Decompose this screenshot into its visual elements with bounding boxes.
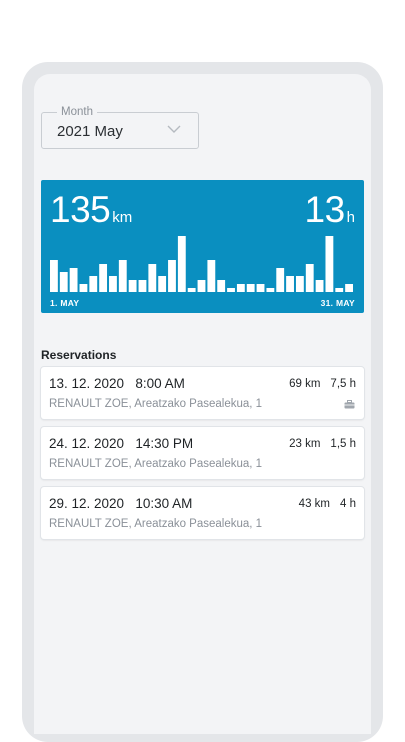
chart-axis-end: 31. MAY	[320, 298, 355, 308]
month-select-label: Month	[57, 106, 97, 119]
total-distance-unit: km	[112, 209, 133, 226]
day-bar-7	[109, 276, 117, 292]
day-bar-1	[50, 260, 58, 292]
day-bar-27	[305, 264, 314, 292]
reservation-card[interactable]: 24. 12. 2020 14:30 PM 23 km 1,5 h RENAULT…	[41, 427, 364, 479]
month-select-value: 2021 May	[57, 123, 123, 140]
day-bar-31	[345, 284, 353, 292]
day-bar-20	[236, 284, 245, 292]
day-bar-21	[246, 284, 255, 292]
day-bar-24	[276, 268, 285, 292]
day-bar-11	[148, 264, 157, 292]
reservation-distance: 43 km	[298, 498, 330, 510]
reservation-stats: 69 km 7,5 h	[289, 378, 356, 390]
reservation-vehicle: RENAULT ZOE, Areatzako Pasealekua, 1	[49, 518, 263, 530]
reservation-date: 24. 12. 2020	[49, 436, 125, 451]
day-bar-17	[207, 260, 216, 292]
total-hours: 13 h	[305, 190, 356, 230]
day-bar-12	[158, 276, 167, 292]
total-hours-unit: h	[346, 209, 355, 226]
day-bar-26	[295, 276, 304, 292]
reservation-time: 8:00 AM	[135, 376, 185, 391]
monthly-summary-card: 135 km 13 h 1. MAY 31. MAY	[41, 180, 364, 313]
briefcase-icon	[344, 400, 355, 409]
reservation-datetime: 24. 12. 2020 14:30 PM	[49, 436, 193, 451]
reservation-distance: 69 km	[289, 378, 321, 390]
reservation-duration: 1,5 h	[330, 438, 356, 450]
reservation-time: 14:30 PM	[135, 436, 194, 451]
day-bar-8	[118, 260, 127, 292]
day-bar-13	[168, 260, 176, 292]
day-bar-6	[99, 264, 108, 292]
reservation-date: 13. 12. 2020	[49, 376, 125, 391]
day-bar-14	[177, 236, 186, 292]
day-bar-30	[335, 288, 344, 292]
day-bar-19	[227, 288, 235, 292]
day-bar-29	[325, 236, 334, 292]
reservation-date: 29. 12. 2020	[49, 496, 125, 511]
reservation-distance: 23 km	[289, 438, 321, 450]
reservation-duration: 7,5 h	[330, 378, 356, 390]
reservation-stats: 23 km 1,5 h	[289, 438, 356, 450]
day-bar-16	[197, 280, 206, 292]
day-bar-23	[266, 288, 275, 292]
month-select[interactable]: Month 2021 May	[41, 106, 199, 149]
day-bar-3	[69, 268, 78, 292]
reservation-datetime: 29. 12. 2020 10:30 AM	[49, 496, 192, 511]
chart-axis-start: 1. MAY	[50, 298, 80, 308]
day-bar-28	[315, 280, 324, 292]
reservation-datetime: 13. 12. 2020 8:00 AM	[49, 376, 185, 391]
reservations-title: Reservations	[41, 348, 117, 362]
day-bar-15	[187, 288, 196, 292]
day-bar-18	[217, 280, 226, 292]
reservation-stats: 43 km 4 h	[299, 498, 356, 510]
day-bar-10	[138, 280, 147, 292]
day-bar-22	[256, 284, 265, 292]
reservation-vehicle: RENAULT ZOE, Areatzako Pasealekua, 1	[49, 398, 263, 410]
reservation-duration: 4 h	[340, 498, 356, 510]
total-distance: 135 km	[50, 190, 132, 230]
reservation-time: 10:30 AM	[135, 496, 193, 511]
chevron-down-icon	[167, 125, 181, 133]
total-hours-value: 13	[304, 189, 346, 230]
reservation-card[interactable]: 29. 12. 2020 10:30 AM 43 km 4 h RENAULT Z…	[41, 487, 364, 539]
day-bar-2	[59, 272, 68, 292]
reservation-vehicle: RENAULT ZOE, Areatzako Pasealekua, 1	[49, 458, 263, 470]
total-distance-value: 135	[50, 189, 111, 230]
day-bar-25	[286, 276, 294, 292]
daily-usage-chart	[50, 236, 353, 292]
day-bar-4	[79, 284, 88, 292]
day-bar-5	[89, 276, 98, 292]
day-bar-9	[128, 280, 137, 292]
reservation-card[interactable]: 13. 12. 2020 8:00 AM 69 km 7,5 h RENAULT …	[41, 367, 364, 419]
